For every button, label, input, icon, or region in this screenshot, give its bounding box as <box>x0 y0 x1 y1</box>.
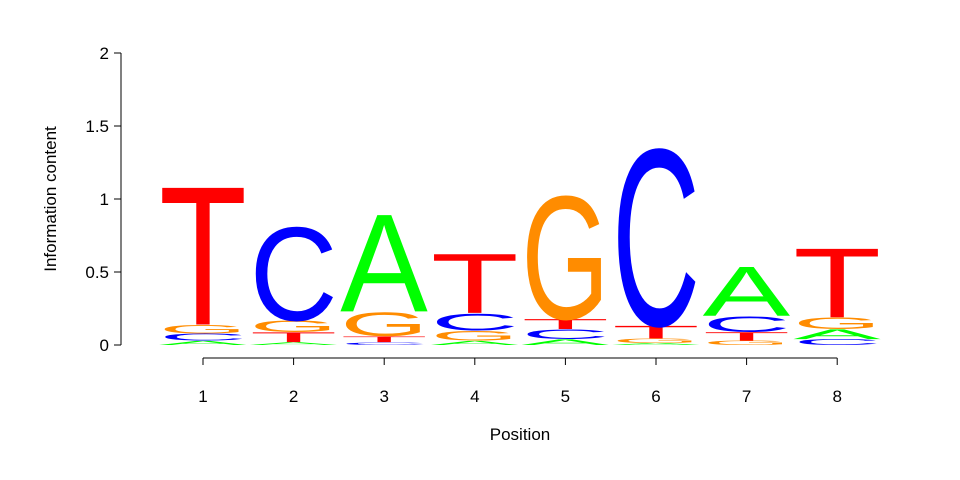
logo-letter-a: A <box>159 340 247 347</box>
logo-letter-c: C <box>793 338 881 347</box>
y-tick-label: 0.5 <box>85 263 109 282</box>
logo-letter-t: T <box>521 316 609 332</box>
logo-letter-c: C <box>703 312 791 337</box>
logo-letter-t: T <box>431 237 519 332</box>
logo-letter-c: C <box>431 308 519 335</box>
x-tick-label: 8 <box>832 387 841 406</box>
logo-letter-g: G <box>250 317 338 335</box>
logo-letter-t: T <box>793 228 881 339</box>
logo-letter-a: A <box>431 340 519 347</box>
y-tick-label: 2 <box>100 44 109 63</box>
logo-letter-t: T <box>703 330 791 344</box>
logo-letter-t: T <box>612 322 700 342</box>
y-axis-label: Information content <box>41 126 60 272</box>
logo-letter-g: G <box>431 328 519 344</box>
logo-letter-g: G <box>793 314 881 332</box>
logo-letter-a: A <box>521 338 609 347</box>
x-tick-label: 4 <box>470 387 479 406</box>
x-tick-label: 7 <box>742 387 751 406</box>
logo-letter-c: C <box>612 97 700 380</box>
y-axis: 0 0.5 1 1.5 2 <box>85 44 122 355</box>
y-tick-label: 0 <box>100 336 109 355</box>
logo-letter-c: C <box>340 341 428 346</box>
logo-letter-a: A <box>340 185 428 342</box>
logo-letter-t: T <box>340 335 428 344</box>
logo-letter-g: G <box>340 305 428 344</box>
logo-letter-a: A <box>793 326 882 342</box>
x-tick-label: 1 <box>198 387 207 406</box>
x-axis: 1 2 3 4 5 6 7 8 <box>198 357 842 406</box>
y-tick-label: 1 <box>100 190 109 209</box>
logo-letter-t: T <box>159 145 247 367</box>
logo-letter-a: A <box>250 341 338 346</box>
logo-letter-g: G <box>521 160 609 356</box>
x-tick-label: 5 <box>561 387 570 406</box>
y-tick-label: 1.5 <box>85 117 109 136</box>
x-tick-label: 2 <box>289 387 298 406</box>
logo-letter-g: G <box>159 322 247 336</box>
x-axis-label: Position <box>490 425 550 444</box>
logo-letter-g: G <box>612 337 700 344</box>
logo-letter-c: C <box>159 332 247 343</box>
logo-letter-a: A <box>703 252 791 331</box>
logo-letter-c: C <box>521 326 609 342</box>
logo-letter-g: G <box>703 339 791 346</box>
x-tick-label: 3 <box>379 387 388 406</box>
logo-letter-a: A <box>612 342 700 345</box>
x-tick-label: 6 <box>651 387 660 406</box>
logo-letter-c: C <box>250 200 338 350</box>
logo-letter-t: T <box>250 329 338 345</box>
